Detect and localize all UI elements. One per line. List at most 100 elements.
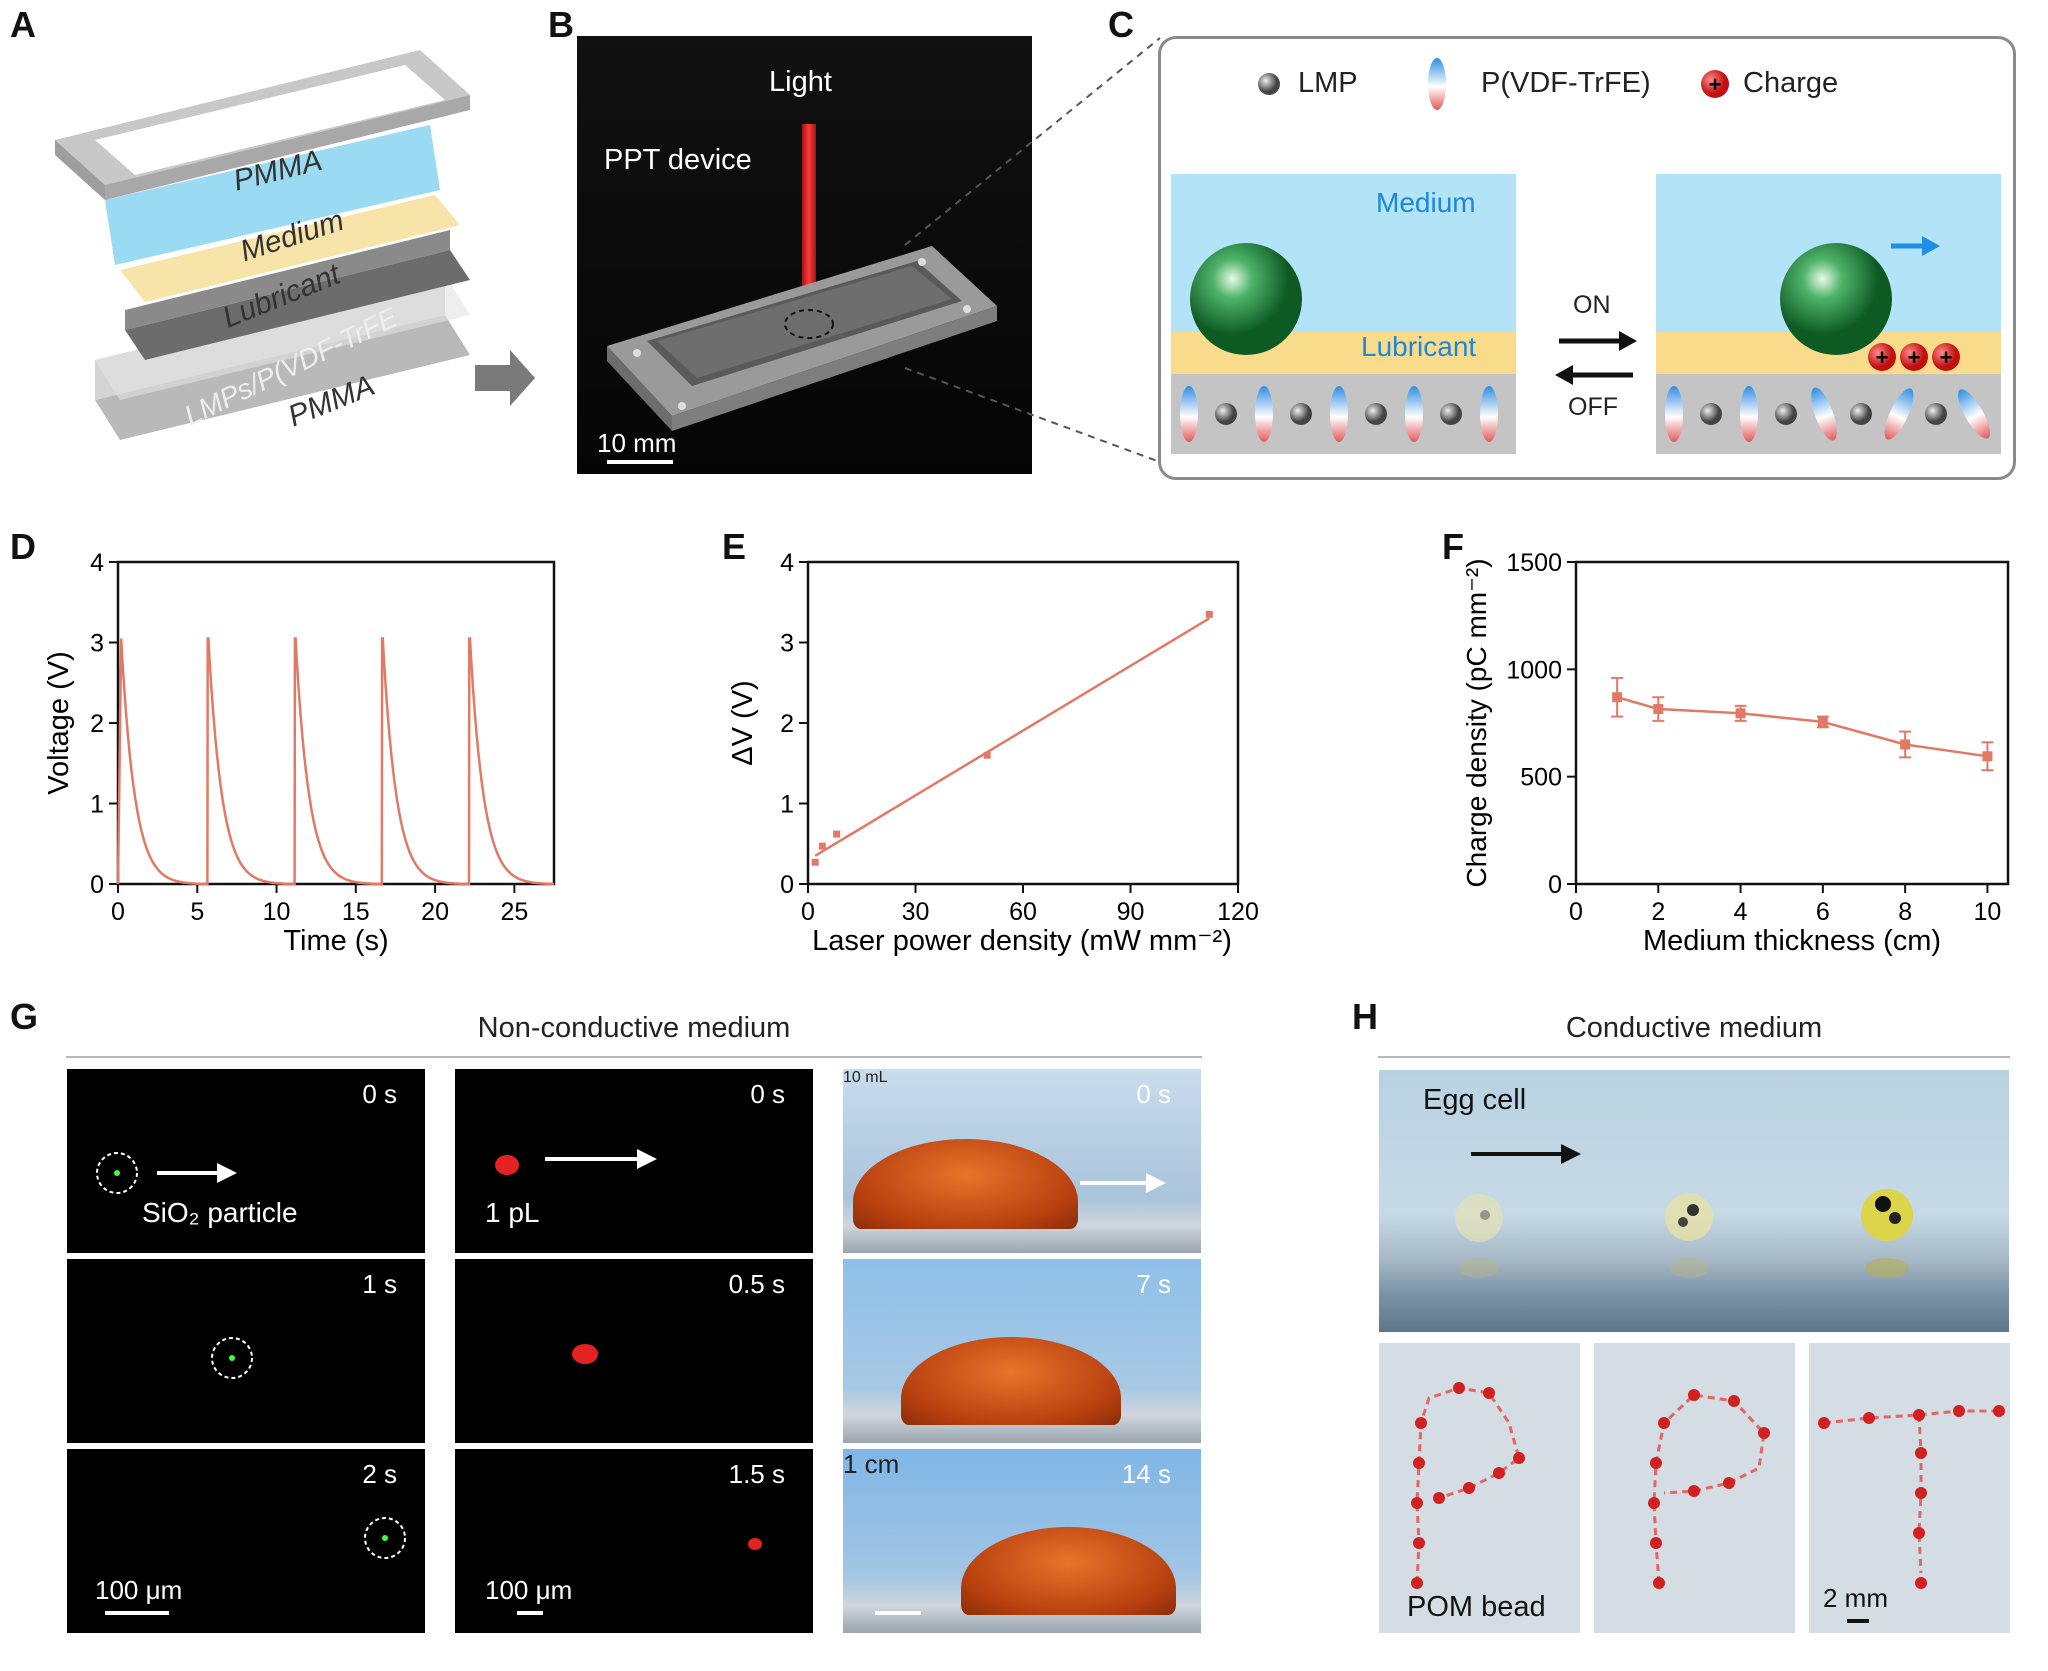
scale-bar-g1 — [105, 1611, 169, 1615]
legend-lmp: LMP — [1298, 67, 1358, 99]
time-label: 0 s — [750, 1079, 785, 1109]
legend-charge: Charge — [1743, 67, 1839, 99]
light-label: Light — [769, 66, 832, 98]
time-label: 2 s — [362, 1459, 397, 1489]
x-tick-label: 15 — [342, 898, 370, 926]
svg-text:+: + — [1908, 345, 1921, 370]
data-point — [1900, 739, 1911, 750]
y-tick-label: 0 — [90, 871, 104, 899]
data-point — [1612, 692, 1623, 703]
panel-g-divider — [66, 1056, 1202, 1058]
x-tick-label: 120 — [1217, 898, 1259, 926]
panel-h-divider — [1378, 1056, 2010, 1058]
x-tick-label: 5 — [190, 898, 204, 926]
time-label: 7 s — [1136, 1269, 1171, 1299]
frame-g-3-0: 0 s 10 mL — [843, 1069, 1201, 1253]
droplet-10ml — [961, 1527, 1176, 1615]
y-axis-label-d: Voltage (V) — [43, 651, 75, 794]
pom-path-p: POM bead — [1379, 1343, 1580, 1633]
on-label: ON — [1573, 291, 1611, 319]
droplet-10ml — [901, 1337, 1121, 1425]
egg-cell-photo: Egg cell — [1379, 1070, 2009, 1332]
laser-beam — [802, 124, 816, 324]
droplet-10ml — [853, 1139, 1078, 1229]
motion-arrow-icon — [1922, 236, 1940, 256]
off-label: OFF — [1568, 393, 1618, 421]
data-point — [818, 842, 826, 850]
time-label: 0.5 s — [728, 1269, 785, 1299]
frame-g-2-2: 1.5 s 100 μm — [455, 1449, 813, 1633]
legend-pvdf: P(VDF-TrFE) — [1481, 67, 1651, 99]
panel-label-h: H — [1352, 996, 1378, 1037]
y-tick-label: 2 — [780, 710, 794, 738]
data-point — [1205, 610, 1213, 618]
y-tick-label: 1000 — [1506, 656, 1562, 684]
y-tick-label: 500 — [1520, 764, 1562, 792]
charge-density-line — [1616, 695, 1988, 758]
y-tick-label: 0 — [780, 871, 794, 899]
y-tick-label: 4 — [90, 549, 104, 577]
frame-g-3-1: 7 s — [843, 1259, 1201, 1443]
y-tick-label: 3 — [90, 630, 104, 658]
pom-path-t: 2 mm — [1809, 1343, 2010, 1633]
ppt-device-label: PPT device — [604, 144, 752, 176]
chart-f: 0 2 4 6 8 10 0 500 1000 1500 Medium thickness (cm… — [1461, 549, 2010, 957]
x-axis-label-e: Laser power density (mW mm⁻²) — [812, 925, 1232, 957]
scale-bar-g2 — [517, 1611, 543, 1615]
x-tick-label: 90 — [1117, 898, 1145, 926]
y-tick-label: 0 — [1548, 871, 1562, 899]
data-point — [1735, 708, 1746, 719]
y-tick-label: 3 — [780, 630, 794, 658]
x-tick-label: 10 — [263, 898, 291, 926]
panel-label-c: C — [1108, 4, 1134, 45]
x-axis-label-f: Medium thickness (cm) — [1643, 925, 1941, 957]
x-tick-label: 60 — [1009, 898, 1037, 926]
x-tick-label: 4 — [1734, 898, 1748, 926]
panel-label-e: E — [722, 526, 747, 567]
panel-label-b: B — [548, 4, 574, 45]
lubricant-label-left: Lubricant — [1361, 331, 1477, 362]
droplet-volume-label: 10 mL — [843, 1069, 888, 1086]
svg-text:+: + — [1709, 72, 1722, 97]
y-axis-label-e: ΔV (V) — [727, 680, 759, 765]
sio2-caption: SiO₂ particle — [142, 1197, 298, 1228]
scale-bar-h — [1847, 1619, 1869, 1623]
x-tick-label: 20 — [421, 898, 449, 926]
data-point — [1817, 716, 1828, 727]
frame-g-1-2: 2 s 100 μm — [67, 1449, 425, 1633]
time-label: 0 s — [362, 1079, 397, 1109]
panel-label-a: A — [10, 4, 36, 45]
state-on-schematic: + + + — [1656, 174, 2001, 454]
frame-g-2-0: 0 s 1 pL — [455, 1069, 813, 1253]
time-label: 1.5 s — [728, 1459, 785, 1489]
data-point — [1982, 751, 1993, 762]
frame-g-1-1: 1 s — [67, 1259, 425, 1443]
panel-g-title: Non-conductive medium — [477, 1012, 791, 1044]
scale-bar-label-h: 2 mm — [1823, 1583, 1888, 1613]
time-label: 0 s — [1136, 1079, 1171, 1109]
x-tick-label: 0 — [801, 898, 815, 926]
pom-bead-label: POM bead — [1407, 1591, 1546, 1623]
scale-bar-label-b: 10 mm — [597, 428, 677, 458]
scale-bar-label-g2: 100 μm — [485, 1575, 573, 1605]
egg-cell-label: Egg cell — [1423, 1084, 1527, 1116]
lmp-legend-icon — [1258, 73, 1280, 95]
data-point — [1653, 704, 1664, 715]
x-tick-label: 0 — [111, 898, 125, 926]
x-tick-label: 30 — [902, 898, 930, 926]
time-label: 14 s — [1121, 1459, 1171, 1489]
time-label: 1 s — [362, 1269, 397, 1299]
scale-bar-g3 — [875, 1611, 921, 1615]
panel-label-d: D — [10, 526, 36, 567]
droplet-caption: 1 pL — [485, 1197, 540, 1228]
x-tick-label: 6 — [1816, 898, 1830, 926]
frame-g-2-1: 0.5 s — [455, 1259, 813, 1443]
x-tick-label: 8 — [1898, 898, 1912, 926]
scale-bar-b — [607, 460, 673, 464]
layer-stack-diagram: PMMA Medium Lubricant LMPs/P(VDF-TrFE PM… — [55, 50, 535, 440]
pvdf-legend-icon — [1428, 58, 1446, 110]
svg-text:+: + — [1940, 345, 1953, 370]
scale-bar-label-g3: 1 cm — [843, 1449, 900, 1479]
y-tick-label: 4 — [780, 549, 794, 577]
linear-fit-line — [814, 617, 1210, 857]
